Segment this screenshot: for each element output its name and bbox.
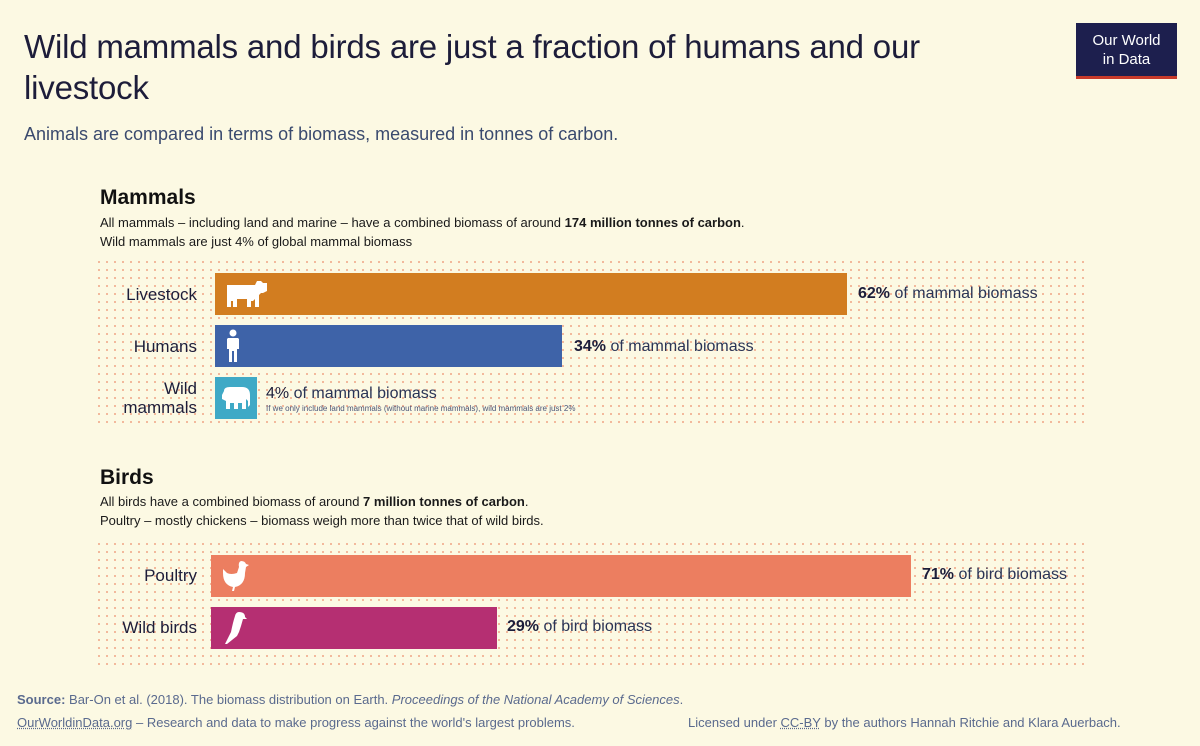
logo-line-1: Our World	[1092, 32, 1161, 49]
row-label-wild-birds: Wild birds	[122, 618, 197, 637]
row-label-livestock: Livestock	[126, 285, 197, 304]
owid-logo[interactable]: Our World in Data	[1076, 23, 1177, 79]
row-label-humans: Humans	[133, 337, 197, 356]
birds-title: Birds	[100, 466, 154, 489]
license-note: Licensed under CC-BY by the authors Hann…	[688, 715, 1121, 730]
bar-wild-mammals	[215, 377, 257, 419]
cow-icon	[227, 281, 267, 307]
value-poultry: 71% of bird biomass	[922, 566, 1067, 583]
value-humans: 34% of mammal biomass	[574, 338, 754, 355]
elephant-icon	[222, 387, 250, 409]
mammals-description: All mammals – including land and marine …	[100, 215, 745, 249]
wild-mammals-note: If we only include land mammals (without…	[266, 404, 576, 413]
chart-title: Wild mammals and birds are just a fracti…	[24, 28, 920, 106]
chart-subtitle: Animals are compared in terms of biomass…	[24, 124, 619, 144]
site-credit: OurWorldinData.org – Research and data t…	[17, 715, 575, 730]
site-link[interactable]: OurWorldinData.org	[17, 715, 133, 730]
bar-livestock	[215, 273, 847, 315]
row-label-poultry: Poultry	[144, 566, 197, 585]
row-label-wild-mammals: Wild mammals	[123, 379, 197, 417]
value-wild-mammals: 4% of mammal biomass	[266, 385, 437, 402]
value-wild-birds: 29% of bird biomass	[507, 618, 652, 635]
value-livestock: 62% of mammal biomass	[858, 285, 1038, 302]
mammals-title: Mammals	[100, 186, 196, 209]
bar-poultry	[211, 555, 911, 597]
birds-description: All birds have a combined biomass of aro…	[100, 494, 544, 528]
source-note: Source: Bar-On et al. (2018). The biomas…	[17, 692, 684, 707]
chicken-icon	[223, 561, 249, 591]
license-link[interactable]: CC-BY	[780, 715, 821, 730]
bar-wild-birds	[211, 607, 497, 649]
bird-icon	[225, 612, 247, 644]
logo-line-2: in Data	[1102, 51, 1151, 68]
person-icon	[227, 329, 239, 362]
bar-humans	[215, 325, 562, 367]
